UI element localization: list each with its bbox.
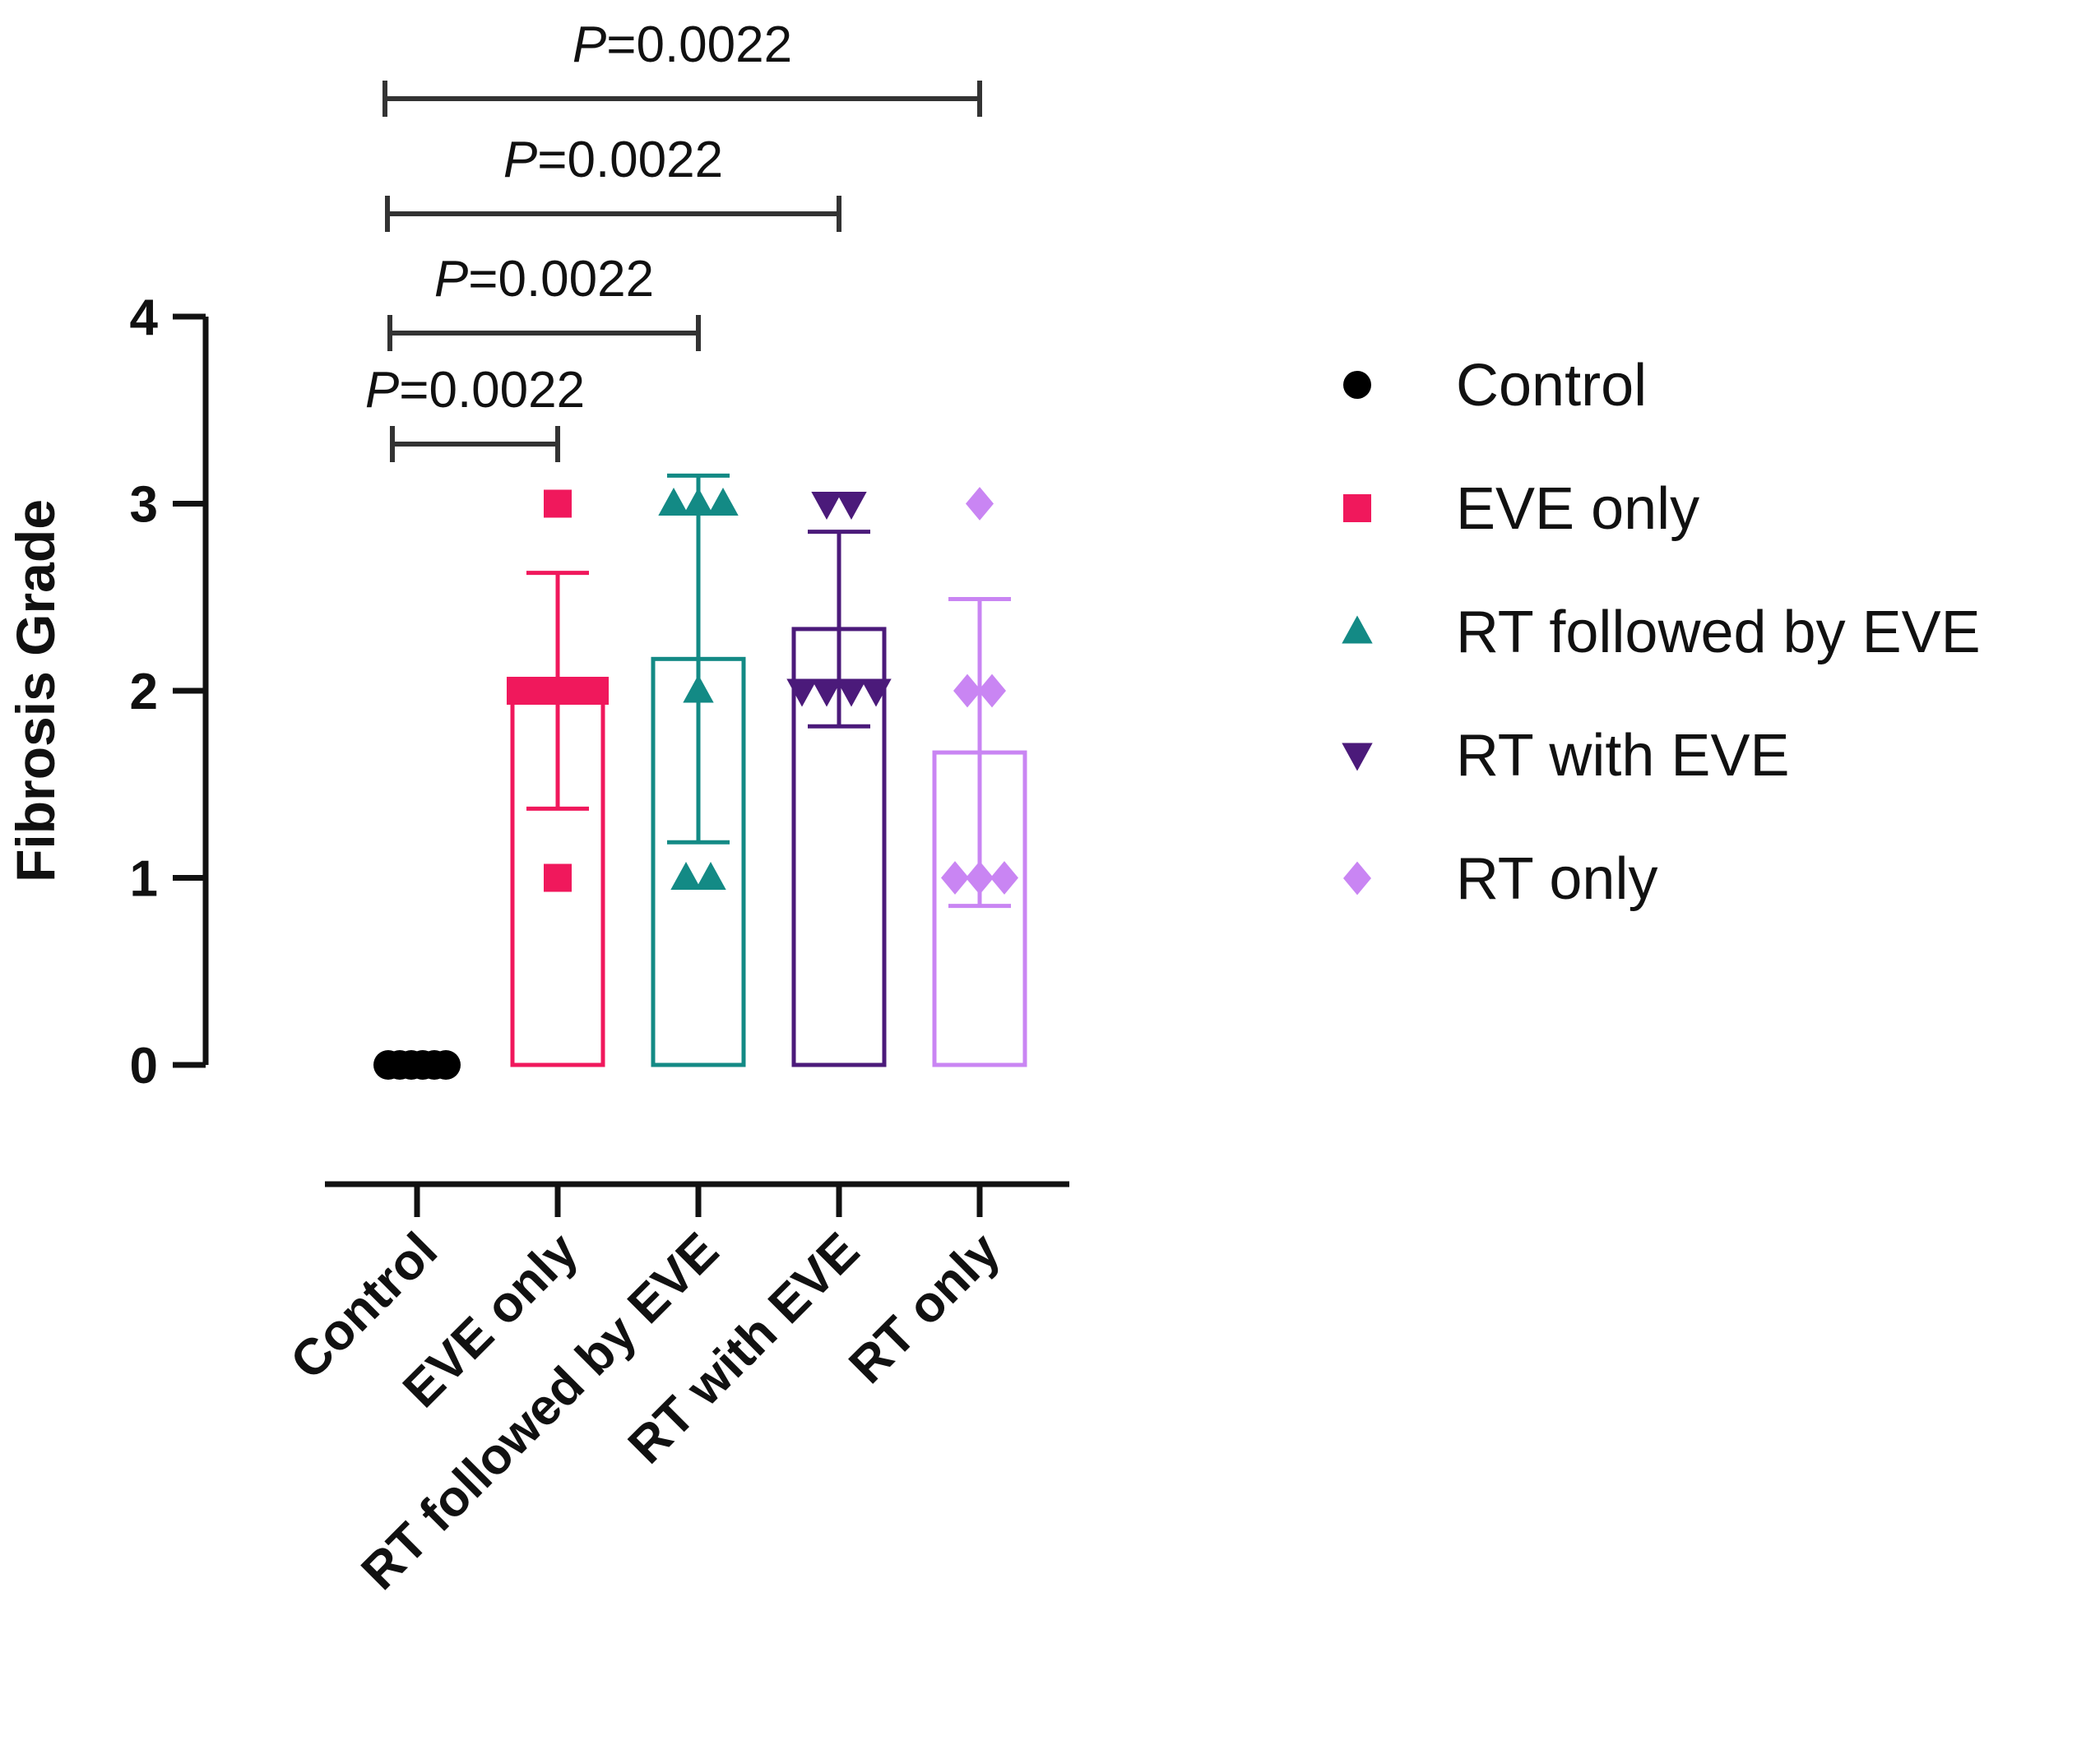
y-axis: 0 1 2 3 4 bbox=[130, 289, 209, 1095]
data-point-rt-only bbox=[953, 673, 981, 708]
data-point-eve-only bbox=[581, 677, 609, 705]
error-bars bbox=[526, 473, 1011, 909]
data-points bbox=[373, 487, 1018, 1080]
legend-label-control: Control bbox=[1456, 353, 1647, 419]
data-point-eve-only bbox=[544, 863, 572, 892]
y-tick-label: 3 bbox=[130, 477, 158, 534]
data-point-eve-only bbox=[531, 677, 559, 705]
p-value-label-eve-only: P=0.0022 bbox=[365, 362, 585, 419]
p-symbol: P bbox=[503, 132, 537, 188]
p-value: =0.0022 bbox=[537, 132, 723, 188]
p-value: =0.0022 bbox=[399, 362, 585, 419]
data-point-rt-with-eve bbox=[811, 492, 842, 521]
legend-marker-control bbox=[1343, 371, 1371, 399]
legend-label-rt-followed-by-eve: RT followed by EVE bbox=[1456, 599, 1981, 665]
p-symbol: P bbox=[573, 16, 606, 73]
legend-marker-rt-only bbox=[1343, 861, 1371, 896]
legend-label-rt-only: RT only bbox=[1456, 846, 1657, 912]
p-value-label-rt-followed-by-eve: P=0.0022 bbox=[434, 251, 654, 308]
legend-marker-eve-only bbox=[1343, 494, 1371, 522]
data-point-rt-with-eve bbox=[811, 678, 842, 707]
p-value-label-rt-only: P=0.0022 bbox=[573, 16, 792, 73]
data-point-rt-with-eve bbox=[836, 492, 867, 521]
legend-marker-rt-followed-by-eve bbox=[1342, 615, 1373, 644]
data-point-rt-only bbox=[966, 487, 994, 521]
p-value: =0.0022 bbox=[606, 16, 792, 73]
data-point-rt-followed-by-eve bbox=[683, 674, 714, 703]
y-axis-title: Fibrosis Grade bbox=[5, 499, 66, 882]
y-tick-label: 0 bbox=[130, 1038, 158, 1095]
data-point-rt-only bbox=[941, 861, 969, 895]
y-tick-label: 2 bbox=[130, 664, 158, 720]
y-tick-label: 4 bbox=[130, 289, 159, 346]
p-symbol: P bbox=[365, 362, 399, 419]
data-point-rt-with-eve bbox=[836, 678, 867, 707]
data-point-eve-only bbox=[556, 677, 584, 705]
legend-label-rt-with-eve: RT with EVE bbox=[1456, 723, 1790, 789]
data-point-rt-only bbox=[978, 673, 1006, 708]
legend-marker-rt-with-eve bbox=[1342, 743, 1373, 771]
p-value-label-rt-with-eve: P=0.0022 bbox=[503, 132, 723, 188]
legend: Control EVE only RT followed by EVE RT with… bbox=[1342, 353, 1981, 912]
data-point-rt-only bbox=[990, 861, 1018, 895]
data-point-rt-with-eve bbox=[786, 678, 818, 707]
p-value: =0.0022 bbox=[468, 251, 654, 308]
y-tick-label: 1 bbox=[130, 851, 158, 908]
data-point-control bbox=[431, 1050, 461, 1080]
data-point-eve-only bbox=[507, 677, 535, 705]
data-point-rt-followed-by-eve bbox=[707, 487, 739, 516]
data-point-rt-followed-by-eve bbox=[658, 487, 689, 516]
data-point-rt-followed-by-eve bbox=[695, 861, 726, 890]
data-point-eve-only bbox=[544, 489, 572, 518]
p-symbol: P bbox=[434, 251, 468, 308]
x-tick-label-rt-only: RT only bbox=[838, 1222, 1011, 1395]
data-point-rt-followed-by-eve bbox=[670, 861, 702, 890]
legend-label-eve-only: EVE only bbox=[1456, 476, 1699, 542]
data-point-rt-with-eve bbox=[860, 678, 892, 707]
data-point-rt-only bbox=[966, 861, 994, 895]
data-point-rt-followed-by-eve bbox=[683, 487, 714, 516]
